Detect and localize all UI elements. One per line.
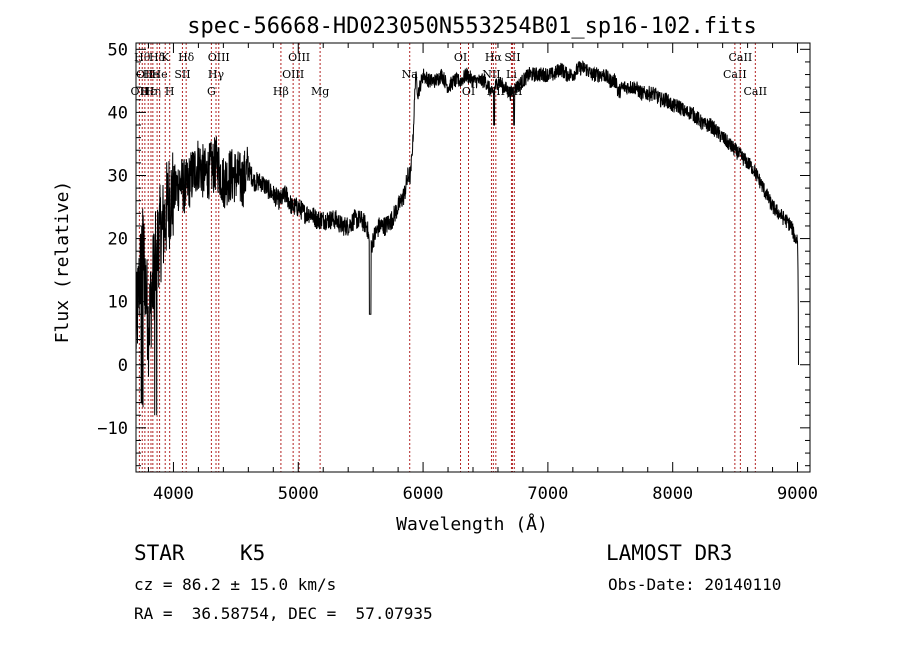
line-marker-label: He — [152, 68, 168, 81]
y-tick-label: −10 — [97, 419, 128, 439]
object-class: STAR — [134, 541, 185, 565]
line-marker-label: Li — [506, 68, 517, 81]
line-marker-label: OIII — [288, 51, 310, 64]
line-marker-label: CaII — [723, 68, 747, 81]
x-axis-label: Wavelength (Å) — [396, 513, 548, 535]
line-marker-label: SII — [504, 51, 520, 64]
y-tick-label: 20 — [108, 230, 128, 250]
observation-date: Obs-Date: 20140110 — [608, 575, 782, 594]
x-tick-label: 8000 — [652, 484, 693, 504]
line-marker-label: Hη — [145, 85, 161, 98]
y-tick-label: 50 — [108, 40, 128, 60]
line-marker-label: SII — [174, 68, 190, 81]
x-tick-label: 7000 — [527, 484, 568, 504]
line-marker-label: Hγ — [208, 68, 225, 81]
line-marker-label: OIII — [282, 68, 304, 81]
y-tick-label: 0 — [118, 356, 128, 376]
line-marker-label: OIII — [208, 51, 230, 64]
line-marker-label: Hα — [485, 51, 503, 64]
object-subclass: K5 — [240, 541, 266, 565]
y-tick-label: 10 — [108, 293, 128, 313]
y-tick-label: 30 — [108, 166, 128, 186]
line-marker-label: OII — [131, 85, 149, 98]
line-marker-label: He — [143, 68, 159, 81]
spectrum-line — [135, 60, 799, 416]
x-tick-label: 5000 — [278, 484, 319, 504]
line-marker-label: OII — [136, 68, 154, 81]
line-marker-label: OI — [454, 51, 467, 64]
line-marker-label: Hβ — [273, 85, 289, 98]
line-marker-label: CaII — [729, 51, 753, 64]
y-axis-label: Flux (relative) — [52, 181, 73, 344]
plot-frame — [135, 42, 811, 473]
line-marker-label: Hε — [141, 85, 157, 98]
spectrum-series — [135, 60, 799, 416]
line-marker-label: OI — [462, 85, 475, 98]
x-axis: 4000 5000 6000 7000 8000 9000 — [147, 43, 818, 504]
line-marker-label: Mg — [311, 85, 329, 98]
line-marker-label: Hδ — [149, 51, 166, 64]
redshift-text: cz = 86.2 ± 15.0 km/s — [134, 575, 337, 594]
survey-name: LAMOST DR3 — [606, 541, 733, 565]
coordinates-text: RA = 36.58754, DEC = 57.07935 — [134, 604, 433, 623]
chart-title: spec-56668-HD023050N553254B01_sp16-102.f… — [187, 14, 757, 39]
line-marker-label: Hθ — [134, 51, 151, 64]
line-marker-label: H — [165, 85, 175, 98]
line-marker-label: CaII — [743, 85, 767, 98]
line-marker-label: Hδ — [178, 51, 195, 64]
x-tick-label: 4000 — [153, 484, 194, 504]
y-tick-label: 40 — [108, 103, 128, 123]
line-marker-label: G — [207, 85, 216, 98]
y-axis: −10 0 10 20 30 40 50 — [97, 40, 810, 467]
x-tick-label: 9000 — [777, 484, 818, 504]
line-marker-label: K — [161, 51, 170, 64]
x-tick-label: 6000 — [403, 484, 444, 504]
line-marker-label: Na — [402, 68, 419, 81]
